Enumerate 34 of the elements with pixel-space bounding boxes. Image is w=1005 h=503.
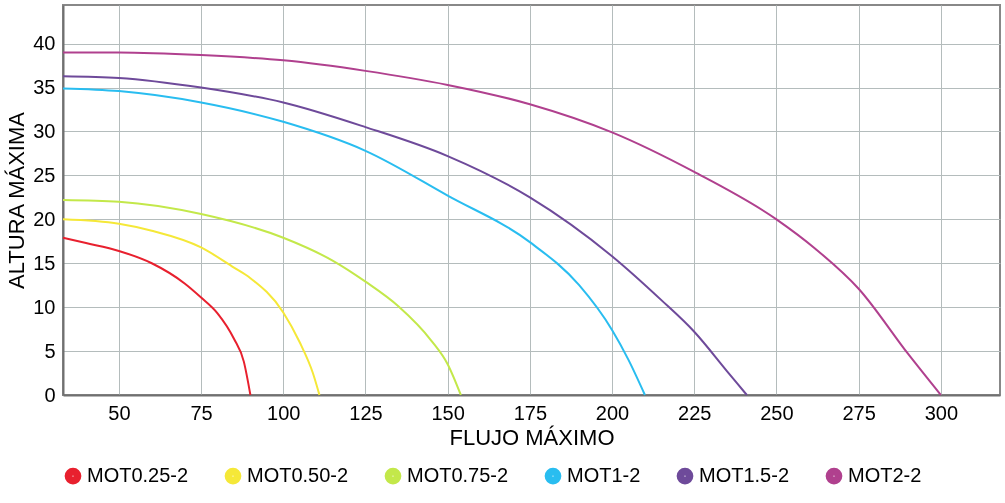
line-series — [62, 236, 252, 396]
legend-label: MOT1.5-2 — [699, 464, 790, 487]
y-tick-label: 40 — [33, 32, 56, 55]
legend-label: MOT1-2 — [567, 464, 641, 487]
y-tick-label: 15 — [33, 251, 56, 274]
x-tick-label: 275 — [842, 401, 876, 424]
legend-label: MOT0.25-2 — [87, 464, 189, 487]
x-tick-label: 100 — [267, 401, 301, 424]
x-tick-label: 75 — [190, 401, 213, 424]
line-series — [62, 51, 942, 396]
x-axis-title: FLUJO MÁXIMO — [449, 424, 615, 450]
line-series — [62, 218, 321, 396]
y-tick-label: 25 — [33, 163, 56, 186]
legend-label: MOT2-2 — [848, 464, 922, 487]
x-tick-label: 150 — [431, 401, 465, 424]
legend-label: MOT0.50-2 — [247, 464, 349, 487]
y-tick-label: 30 — [33, 119, 56, 142]
legend-label: MOT0.75-2 — [407, 464, 509, 487]
x-tick-label: 175 — [513, 401, 548, 424]
x-tick-label: 50 — [108, 401, 131, 424]
line-series — [62, 199, 462, 396]
y-tick-label: 35 — [33, 76, 56, 99]
x-tick-label: 300 — [924, 401, 959, 424]
y-axis-title: ALTURA MÁXIMA — [4, 111, 30, 289]
y-tick-label: 5 — [44, 339, 56, 362]
y-tick-label: 20 — [33, 207, 56, 230]
x-tick-label: 250 — [760, 401, 794, 424]
y-tick-label: 10 — [33, 295, 56, 318]
x-tick-label: 225 — [678, 401, 712, 424]
x-tick-label: 200 — [595, 401, 630, 424]
line-series — [62, 87, 646, 396]
y-tick-label: 0 — [44, 383, 56, 406]
line-series — [62, 75, 748, 396]
x-tick-label: 125 — [349, 401, 383, 424]
